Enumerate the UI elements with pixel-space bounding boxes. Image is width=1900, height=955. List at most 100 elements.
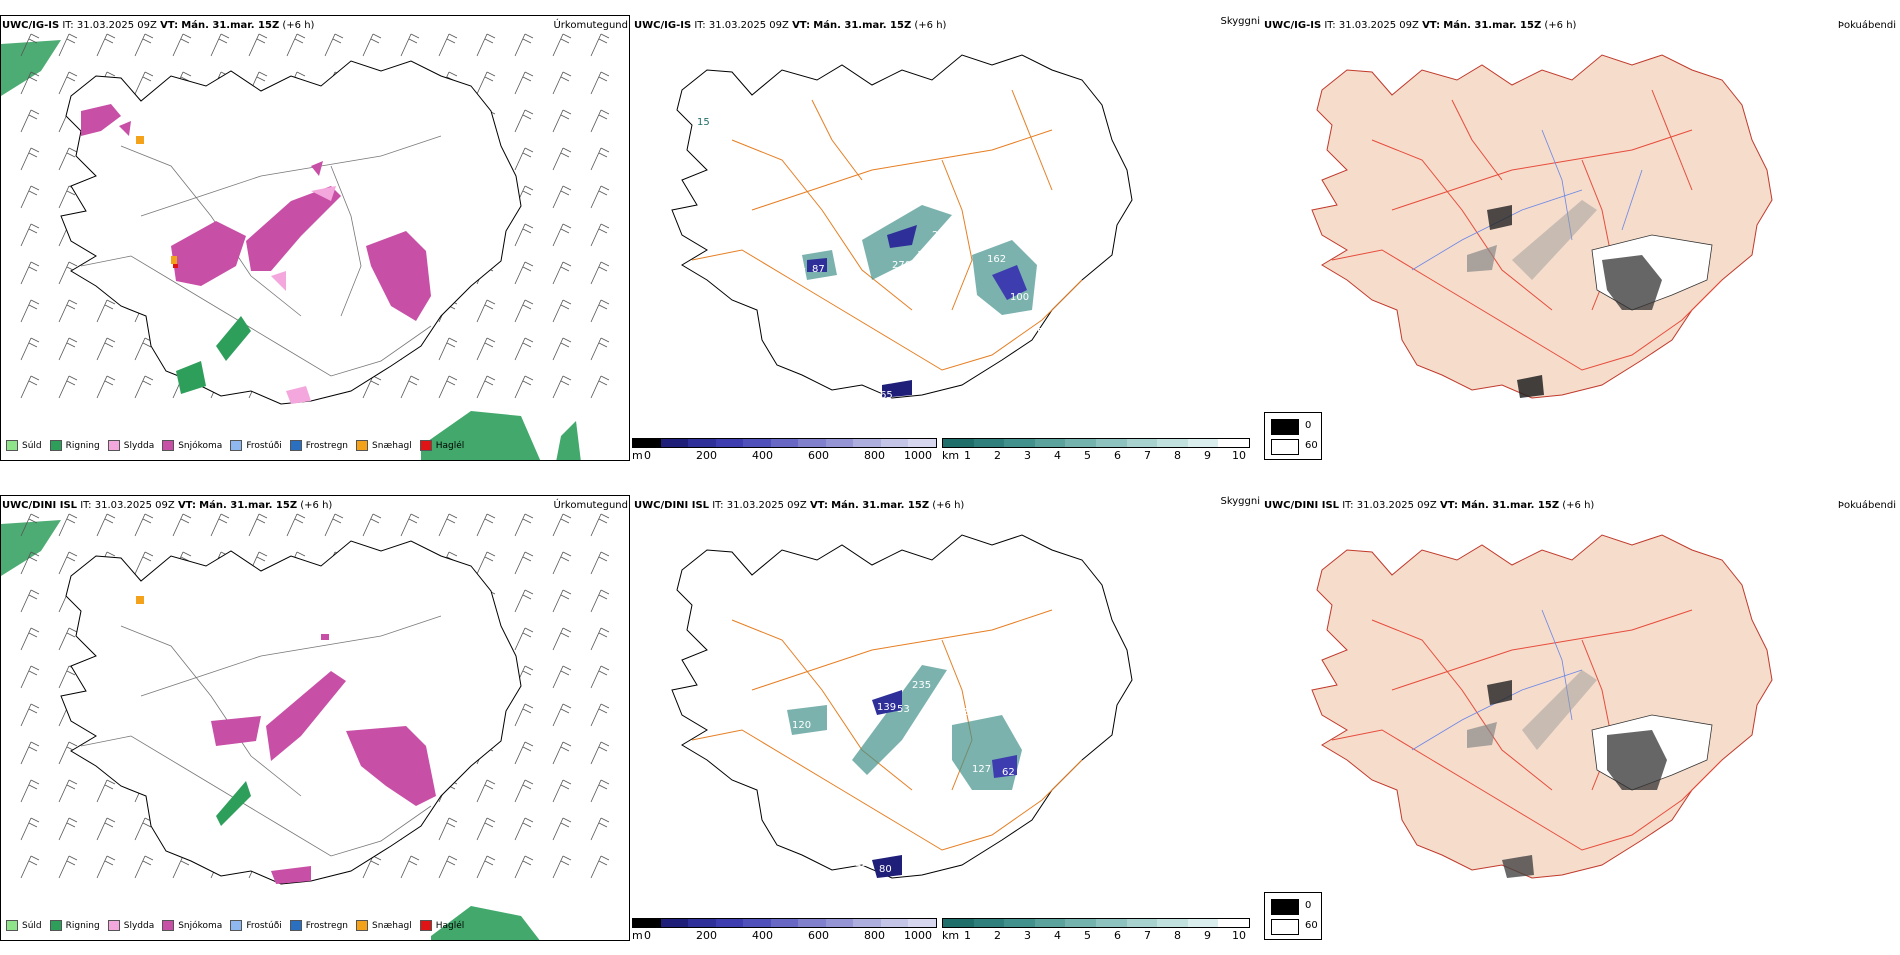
wind-barb xyxy=(514,589,534,613)
wind-barb xyxy=(400,513,420,537)
panel-header: UWC/DINI ISL IT: 31.03.2025 09Z VT: Mán.… xyxy=(634,500,965,511)
wind-barb xyxy=(20,589,40,613)
wind-barb xyxy=(58,855,78,879)
colorbar-ticks: 1 2 3 4 5 6 7 8 9 10 xyxy=(964,449,1246,462)
cloud-base-label: 269 xyxy=(932,230,951,241)
wind-barb xyxy=(590,779,610,803)
cloud-base-label: 270 xyxy=(892,260,911,271)
wind-barb xyxy=(552,337,572,361)
panel-header: UWC/DINI ISL IT: 31.03.2025 09Z VT: Mán.… xyxy=(2,500,333,511)
cloud-base-label: 107 xyxy=(917,250,936,261)
rain-area-s2 xyxy=(216,316,251,361)
drizzle-swatch-icon xyxy=(6,920,18,931)
wind-barb xyxy=(400,375,420,399)
freezing-drizzle-swatch-icon xyxy=(230,440,243,451)
snow-pellets-area xyxy=(136,136,144,144)
wind-barb xyxy=(362,513,382,537)
wind-barb xyxy=(514,513,534,537)
legend-item: Frostúði xyxy=(230,440,282,451)
wind-barb xyxy=(20,147,40,171)
precip-type-panel: UWC/IG-IS IT: 31.03.2025 09Z VT: Mán. 31… xyxy=(0,10,632,475)
wind-barb xyxy=(590,147,610,171)
precip-legend: Súld Rigning Slydda Snjókoma Frostúði Fr… xyxy=(6,920,464,931)
drizzle-swatch-icon xyxy=(6,440,18,451)
wind-barb xyxy=(20,665,40,689)
fog-swatch-clear-icon xyxy=(1271,919,1299,935)
wind-barb xyxy=(438,855,458,879)
panel-header: UWC/IG-IS IT: 31.03.2025 09Z VT: Mán. 31… xyxy=(1264,20,1577,31)
cloud-base-label: 162 xyxy=(987,254,1006,265)
snow-area-nw3 xyxy=(311,161,323,176)
wind-barb xyxy=(400,855,420,879)
visibility-colorbar: km 1 2 3 4 5 6 7 8 9 10 xyxy=(942,918,1250,948)
rain-area-s xyxy=(216,781,251,826)
rain-swatch-icon xyxy=(49,920,62,931)
colorbar-ticks: 1 2 3 4 5 6 7 8 9 10 xyxy=(964,929,1246,942)
iceland-land xyxy=(1311,54,1773,399)
wind-barb xyxy=(514,109,534,133)
wind-barb xyxy=(400,33,420,57)
wind-barb xyxy=(96,33,116,57)
low-vis-area-1 xyxy=(852,665,947,775)
precip-map-frame xyxy=(0,495,630,941)
wind-barb xyxy=(514,71,534,95)
freezing-rain-swatch-icon xyxy=(289,440,302,451)
snow-area-n xyxy=(321,634,329,640)
panel-title: Skyggni xyxy=(1220,496,1260,507)
wind-barb xyxy=(514,223,534,247)
wind-barb xyxy=(552,855,572,879)
wind-barb xyxy=(476,817,496,841)
wind-barb xyxy=(514,551,534,575)
cloud-base-label: 54 xyxy=(857,390,870,401)
wind-barb xyxy=(58,551,78,575)
legend-item: Snjókoma xyxy=(162,440,222,451)
wind-barb xyxy=(20,223,40,247)
cloud-base-label: 15 xyxy=(697,117,710,128)
wind-barb xyxy=(476,779,496,803)
colorbar-unit: m xyxy=(632,449,643,462)
visibility-colorbar: km 1 2 3 4 5 6 7 8 9 10 xyxy=(942,438,1250,468)
fog-dense-2 xyxy=(1487,205,1512,230)
hail-swatch-icon xyxy=(419,440,432,451)
fog-dense-2 xyxy=(1487,680,1512,705)
rain-area-s xyxy=(176,361,206,394)
wind-barb xyxy=(438,337,458,361)
wind-barb xyxy=(20,741,40,765)
wind-barb xyxy=(286,513,306,537)
roads xyxy=(691,609,1083,851)
fog-light-1 xyxy=(1512,200,1597,280)
panel-title: Þokuábendi xyxy=(1837,500,1896,511)
fog-dense-3 xyxy=(1467,245,1497,272)
wind-barb xyxy=(438,375,458,399)
wind-barb xyxy=(552,71,572,95)
colorbar-strip xyxy=(632,438,937,448)
visibility-map: 137 87 270 107 269 162 100 28 54 65 52 1… xyxy=(671,54,1133,401)
wind-barb xyxy=(58,33,78,57)
wind-barb xyxy=(20,185,40,209)
rain-area-e xyxy=(556,421,581,460)
forecast-row-dini: UWC/DINI ISL IT: 31.03.2025 09Z VT: Mán.… xyxy=(0,490,1900,955)
cloud-base-colorbar: m 0 200 400 600 800 1000 xyxy=(632,918,937,948)
legend-item: Slydda xyxy=(107,440,154,451)
colorbar-strip xyxy=(632,918,937,928)
snow-area-e xyxy=(366,231,431,321)
wind-barb xyxy=(590,223,610,247)
wind-barb xyxy=(514,33,534,57)
cloud-base-label: 75 xyxy=(855,864,868,875)
wind-barb xyxy=(20,71,40,95)
precip-map xyxy=(1,33,610,460)
precip-legend: Súld Rigning Slydda Snjókoma Frostúði Fr… xyxy=(6,440,464,451)
wind-barb xyxy=(438,817,458,841)
wind-barb xyxy=(96,299,116,323)
wind-barb xyxy=(172,33,192,57)
wind-barb xyxy=(552,817,572,841)
precip-map xyxy=(1,513,610,940)
wind-barb xyxy=(96,513,116,537)
fog-dense-1 xyxy=(1607,730,1667,790)
visibility-panel: 137 87 270 107 269 162 100 28 54 65 52 1… xyxy=(632,10,1262,475)
legend-item: Rigning xyxy=(49,920,100,931)
cloud-base-label: 226 xyxy=(962,707,981,718)
wind-barb xyxy=(590,299,610,323)
wind-barb xyxy=(514,817,534,841)
wind-barb xyxy=(58,375,78,399)
